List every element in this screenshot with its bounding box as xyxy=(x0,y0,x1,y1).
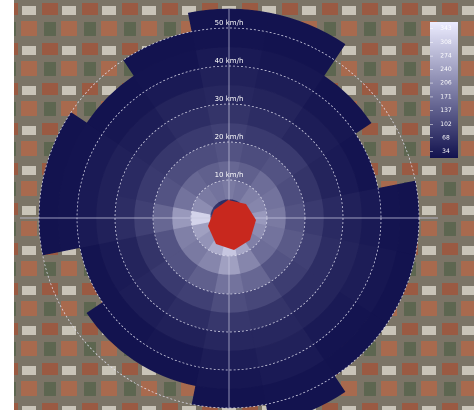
r-tick-label: 30 km/h xyxy=(215,95,244,103)
wedge-cell xyxy=(123,31,196,77)
colorbar-label: 274 xyxy=(440,53,452,60)
grid-ring xyxy=(152,141,306,295)
grid-ring xyxy=(114,103,344,333)
wedge-cell xyxy=(265,12,346,61)
colorbar-label: 102 xyxy=(440,121,452,128)
colorbar-label: 308 xyxy=(440,39,452,46)
colorbar-label: 171 xyxy=(440,93,452,100)
grid-ring xyxy=(76,65,382,371)
colorbar-label: 240 xyxy=(440,66,452,73)
grid-ring xyxy=(190,179,268,257)
center-blob xyxy=(208,200,256,250)
colorbar-label: 68 xyxy=(442,134,450,141)
colorbar-label: 206 xyxy=(440,80,452,87)
colorbar-ramp xyxy=(430,22,458,158)
r-tick-label: 50 km/h xyxy=(215,19,244,27)
r-tick-label: 40 km/h xyxy=(215,57,244,65)
colorbar-label: 137 xyxy=(440,107,452,114)
grid-ring xyxy=(38,27,420,409)
colorbar-label: 34 xyxy=(442,148,450,155)
colorbar-label: 343 xyxy=(440,25,452,32)
wedge-cell xyxy=(86,302,145,361)
r-tick-label: 20 km/h xyxy=(215,133,244,141)
r-tick-label: 10 km/h xyxy=(215,171,244,179)
colorbar: 34 68 102 137 171 206 240 274 308 343 xyxy=(430,22,458,158)
